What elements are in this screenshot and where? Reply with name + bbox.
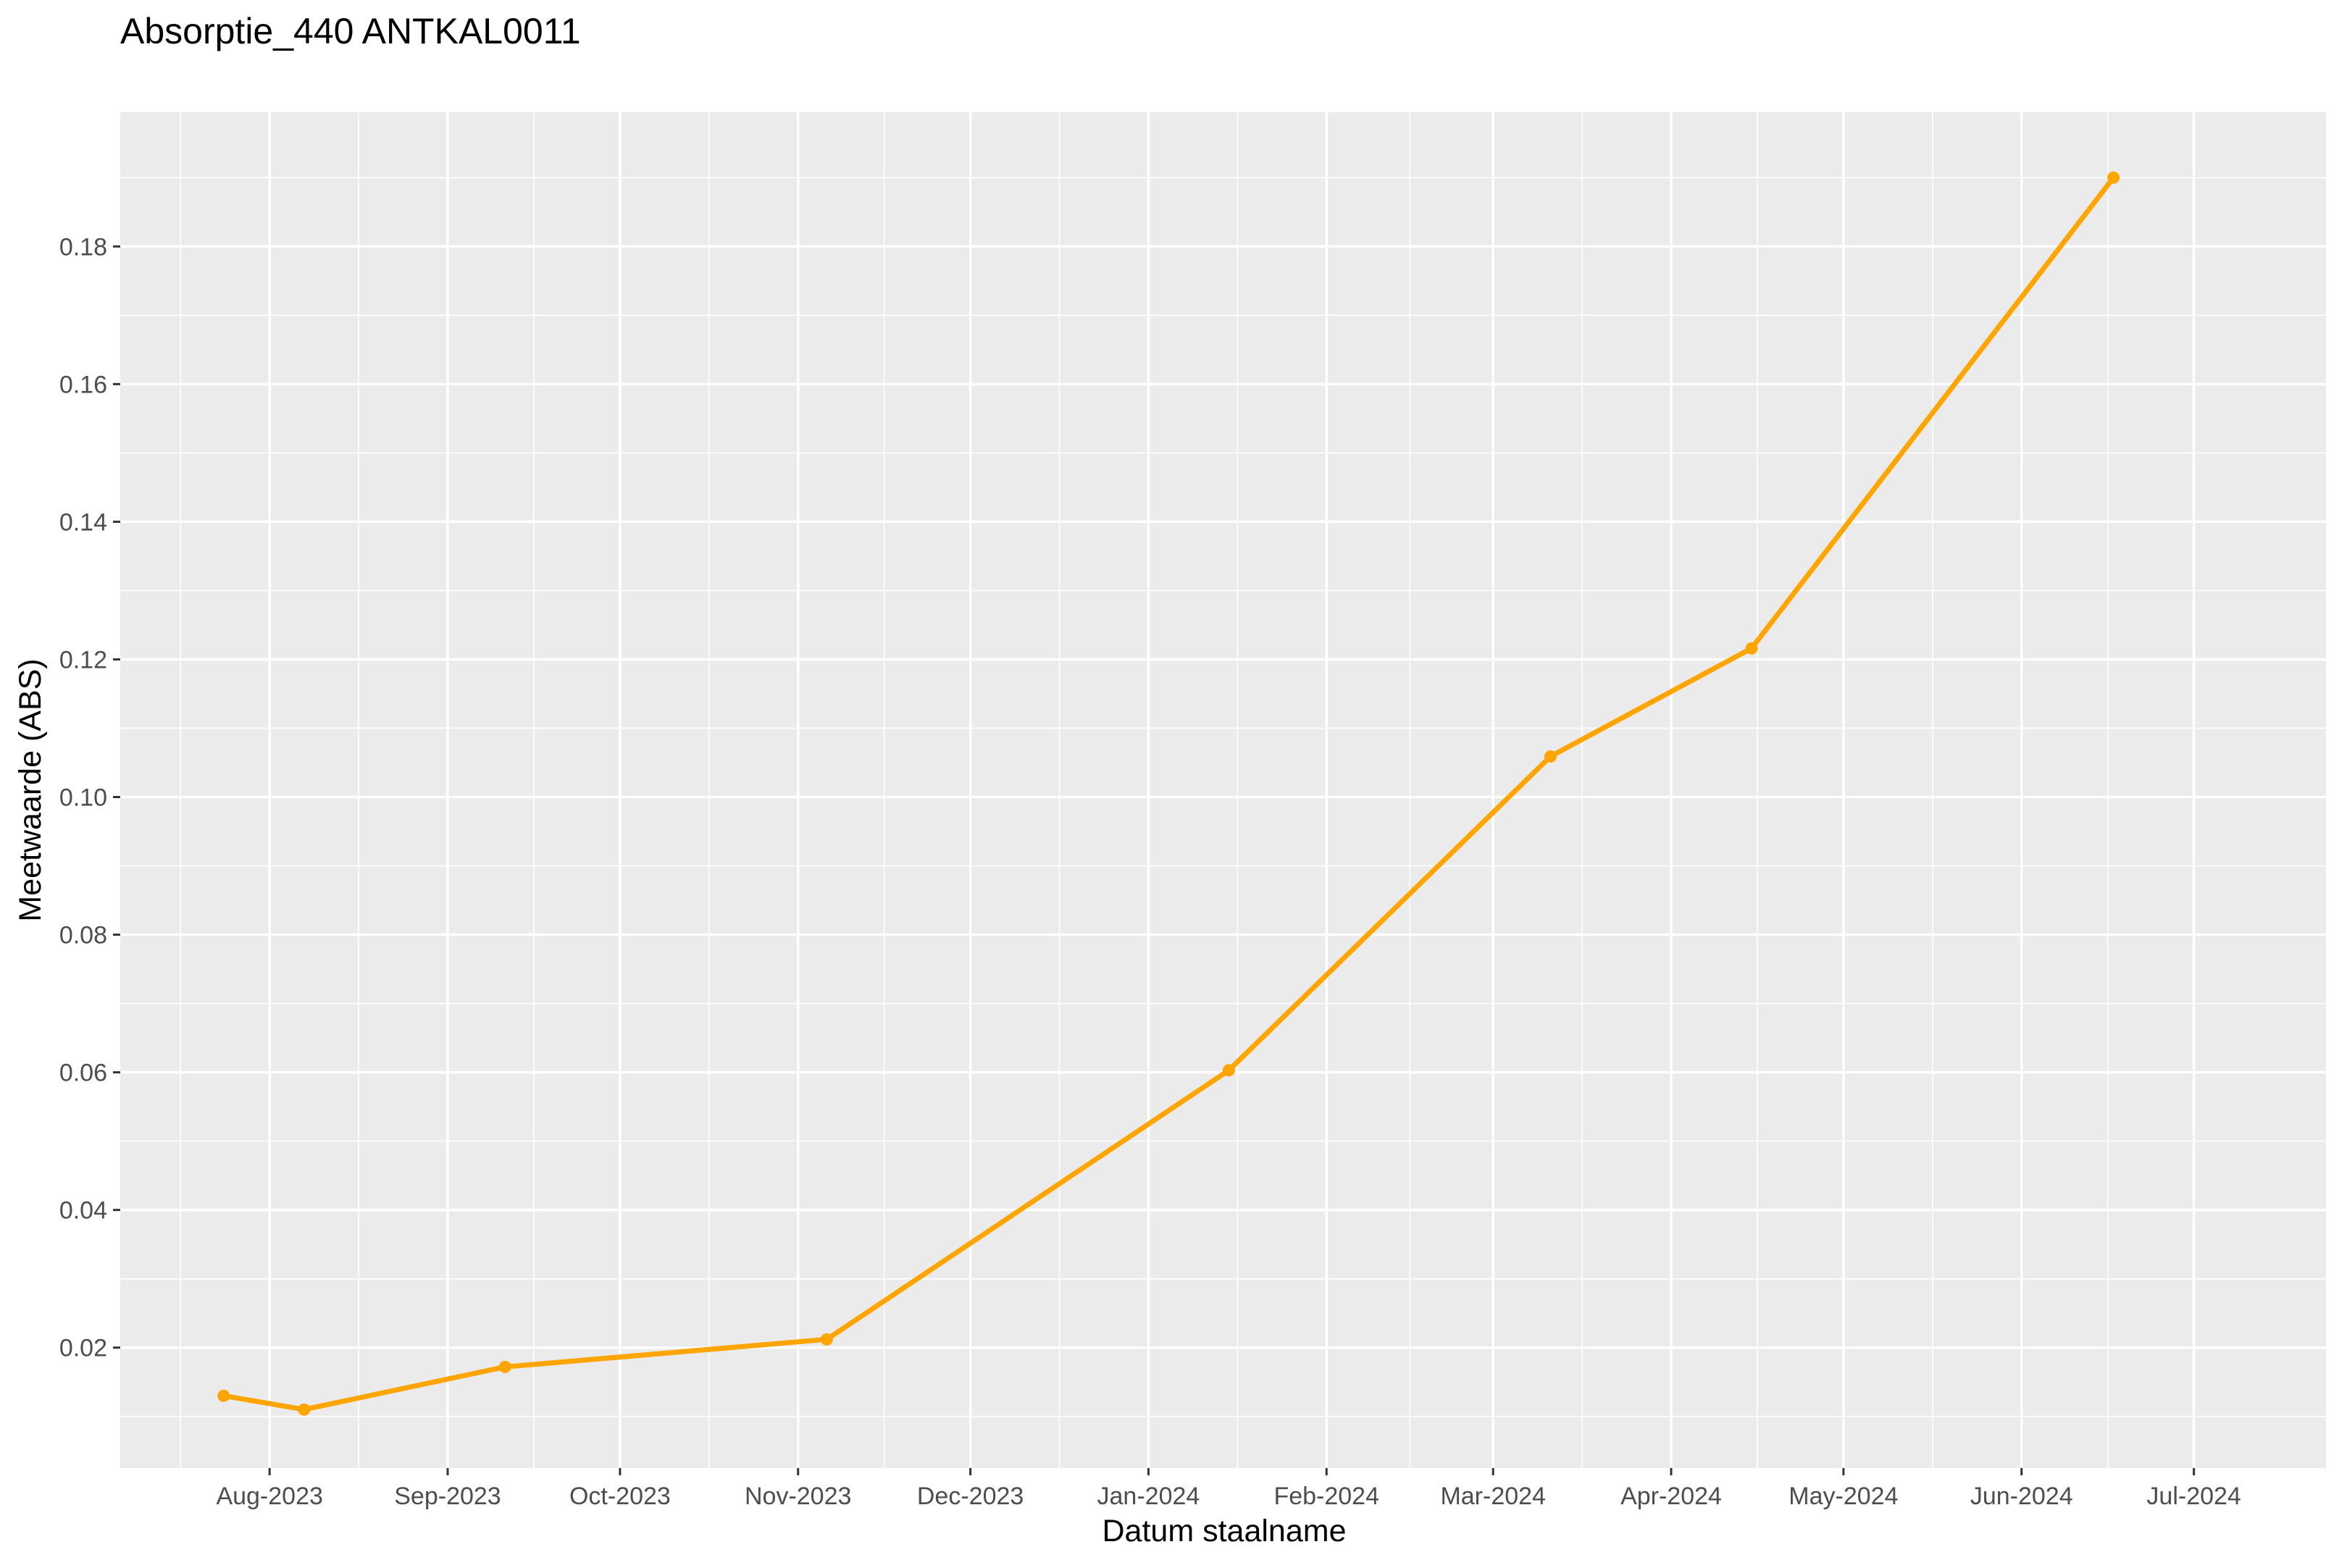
- x-tick-label: Apr-2024: [1620, 1483, 1722, 1510]
- series-line: [221, 175, 2117, 1412]
- data-series: [217, 171, 2120, 1416]
- x-tick-label: Jul-2024: [2146, 1483, 2241, 1510]
- data-point: [1745, 642, 1758, 655]
- data-point: [820, 1333, 833, 1346]
- x-tick-label: Nov-2023: [745, 1483, 851, 1510]
- x-tick-label: Sep-2023: [394, 1483, 501, 1510]
- y-tick-label: 0.16: [59, 371, 107, 398]
- x-tick-label: Jan-2024: [1097, 1483, 1200, 1510]
- minor-gridlines: [120, 112, 2326, 1468]
- y-tick-label: 0.10: [59, 784, 107, 812]
- data-point: [217, 1389, 230, 1402]
- y-tick-label: 0.04: [59, 1197, 107, 1225]
- y-tick-label: 0.18: [59, 233, 107, 261]
- x-axis: Aug-2023 Sep-2023 Oct-2023 Nov-2023 Dec-2023…: [216, 1468, 2241, 1510]
- x-tick-label: Feb-2024: [1273, 1483, 1379, 1510]
- y-tick-label: 0.02: [59, 1335, 107, 1362]
- y-tick-label: 0.08: [59, 922, 107, 949]
- y-axis: 0.02 0.04 0.06 0.08 0.10 0.12 0.14 0.16 0.18: [59, 233, 120, 1362]
- x-tick-label: Mar-2024: [1440, 1483, 1546, 1510]
- y-tick-label: 0.14: [59, 508, 107, 536]
- data-point: [1544, 750, 1557, 763]
- y-tick-label: 0.12: [59, 646, 107, 674]
- y-tick-label: 0.06: [59, 1060, 107, 1087]
- data-point: [1222, 1064, 1235, 1077]
- x-axis-title: Datum staalname: [1103, 1514, 1347, 1548]
- x-tick-label: Dec-2023: [917, 1483, 1024, 1510]
- x-tick-label: May-2024: [1789, 1483, 1898, 1510]
- y-axis-title: Meetwaarde (ABS): [13, 658, 48, 921]
- data-point: [298, 1403, 311, 1416]
- x-tick-label: Oct-2023: [569, 1483, 671, 1510]
- plot-panel: [120, 112, 2326, 1468]
- data-point: [498, 1360, 511, 1373]
- data-point: [2107, 171, 2120, 184]
- chart-title: Absorptie_440 ANTKAL0011: [120, 11, 581, 51]
- x-tick-label: Jun-2024: [1970, 1483, 2073, 1510]
- x-tick-label: Aug-2023: [216, 1483, 322, 1510]
